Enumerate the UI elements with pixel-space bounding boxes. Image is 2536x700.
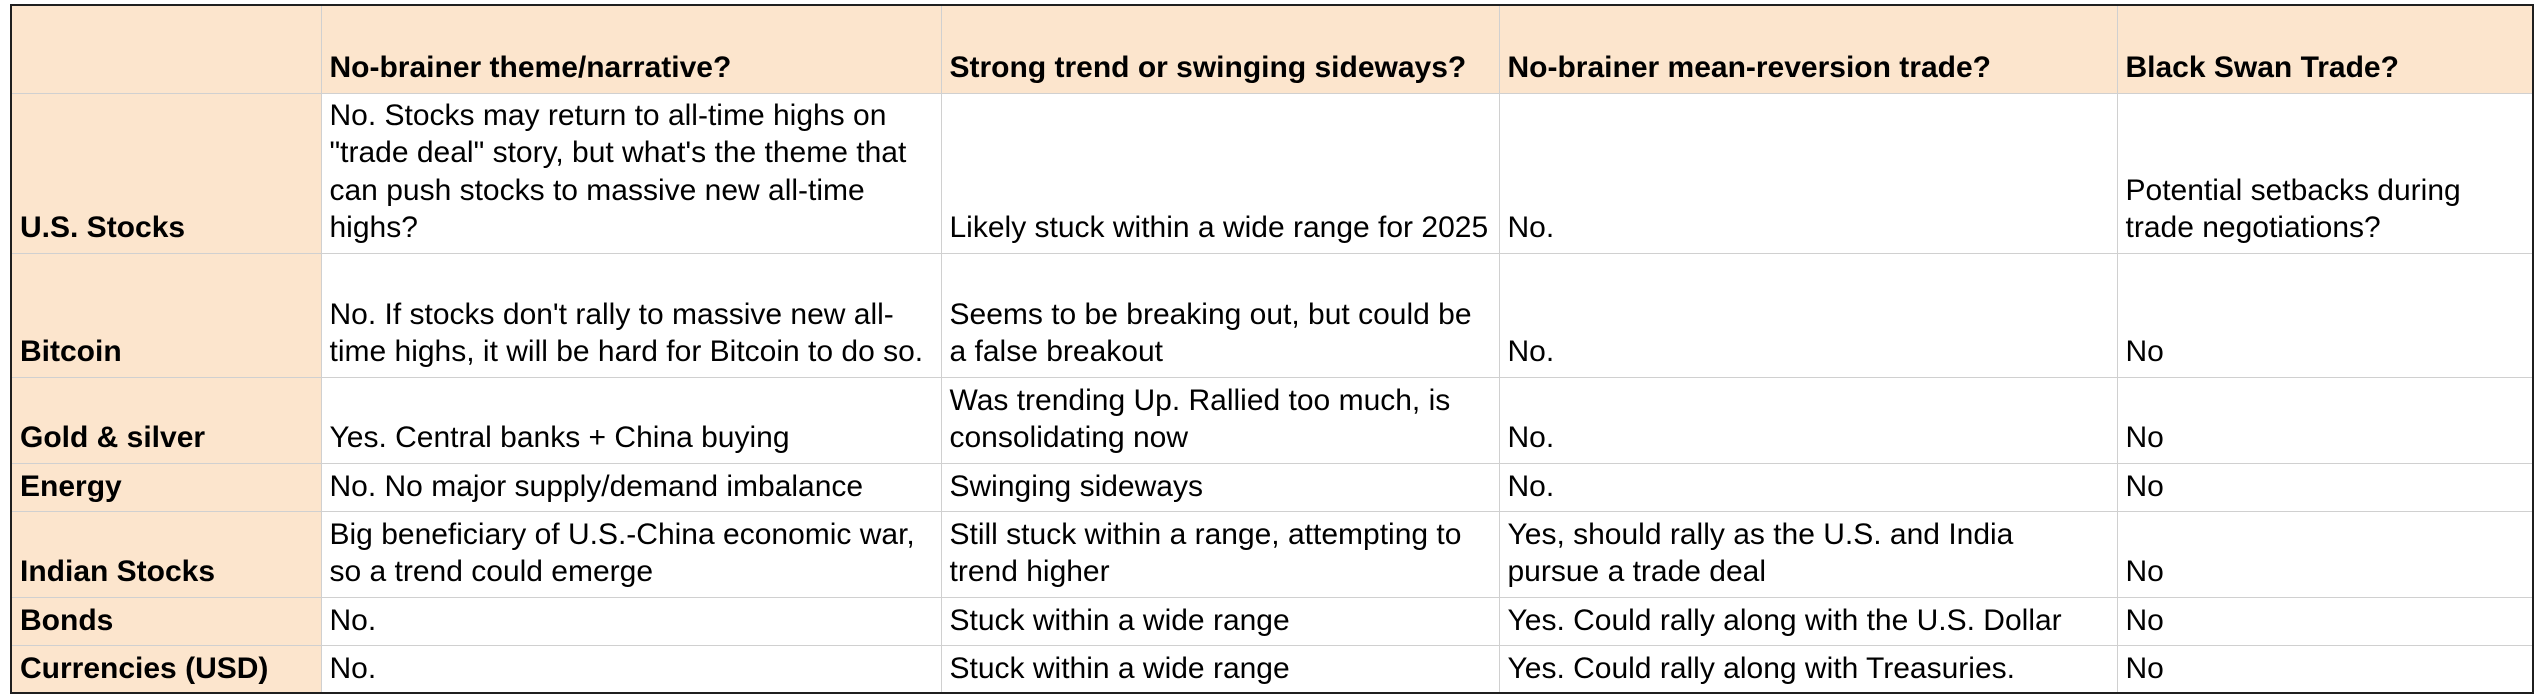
table-cell[interactable]: Potential setbacks during trade negotiat… — [2116, 92, 2534, 254]
table-cell[interactable]: Still stuck within a range, attempting t… — [940, 510, 1500, 598]
table-row: Energy No. No major supply/demand imbala… — [10, 462, 2534, 512]
table-row: Bonds No. Stuck within a wide range Yes.… — [10, 596, 2534, 646]
table-row: Bitcoin No. If stocks don't rally to mas… — [10, 252, 2534, 378]
market-outlook-table: No-brainer theme/narrative? Strong trend… — [10, 4, 2534, 694]
table-cell[interactable]: Yes. Could rally along with Treasuries. — [1498, 644, 2118, 694]
table-row: U.S. Stocks No. Stocks may return to all… — [10, 92, 2534, 254]
table-cell[interactable]: Stuck within a wide range — [940, 644, 1500, 694]
row-label-currencies-usd[interactable]: Currencies (USD) — [10, 644, 322, 694]
header-row: No-brainer theme/narrative? Strong trend… — [10, 4, 2534, 94]
row-label-indian-stocks[interactable]: Indian Stocks — [10, 510, 322, 598]
table-cell[interactable]: Yes. Central banks + China buying — [320, 376, 942, 464]
table-cell[interactable]: No. — [1498, 252, 2118, 378]
table-cell[interactable]: No — [2116, 644, 2534, 694]
table-cell[interactable]: No — [2116, 462, 2534, 512]
row-label-us-stocks[interactable]: U.S. Stocks — [10, 92, 322, 254]
table-cell[interactable]: No. If stocks don't rally to massive new… — [320, 252, 942, 378]
table-cell[interactable]: No. Stocks may return to all-time highs … — [320, 92, 942, 254]
table-cell[interactable]: Likely stuck within a wide range for 202… — [940, 92, 1500, 254]
table-row: Currencies (USD) No. Stuck within a wide… — [10, 644, 2534, 694]
table-row: Gold & silver Yes. Central banks + China… — [10, 376, 2534, 464]
table-cell[interactable]: No. — [1498, 92, 2118, 254]
table-cell[interactable]: No — [2116, 376, 2534, 464]
table-cell[interactable]: Seems to be breaking out, but could be a… — [940, 252, 1500, 378]
table-cell[interactable]: No — [2116, 596, 2534, 646]
table-cell[interactable]: Big beneficiary of U.S.-China economic w… — [320, 510, 942, 598]
row-label-bonds[interactable]: Bonds — [10, 596, 322, 646]
table-row: Indian Stocks Big beneficiary of U.S.-Ch… — [10, 510, 2534, 598]
table-cell[interactable]: Yes. Could rally along with the U.S. Dol… — [1498, 596, 2118, 646]
row-label-bitcoin[interactable]: Bitcoin — [10, 252, 322, 378]
table-cell[interactable]: No. — [320, 596, 942, 646]
table-cell[interactable]: No. No major supply/demand imbalance — [320, 462, 942, 512]
header-cell-corner[interactable] — [10, 4, 322, 94]
header-cell-theme-narrative[interactable]: No-brainer theme/narrative? — [320, 4, 942, 94]
table-cell[interactable]: No — [2116, 510, 2534, 598]
table-cell[interactable]: No. — [320, 644, 942, 694]
row-label-energy[interactable]: Energy — [10, 462, 322, 512]
table-cell[interactable]: Was trending Up. Rallied too much, is co… — [940, 376, 1500, 464]
table-cell[interactable]: Swinging sideways — [940, 462, 1500, 512]
table-cell[interactable]: No. — [1498, 376, 2118, 464]
table-cell[interactable]: No — [2116, 252, 2534, 378]
header-cell-black-swan[interactable]: Black Swan Trade? — [2116, 4, 2534, 94]
table-cell[interactable]: Yes, should rally as the U.S. and India … — [1498, 510, 2118, 598]
table-cell[interactable]: Stuck within a wide range — [940, 596, 1500, 646]
header-cell-mean-reversion[interactable]: No-brainer mean-reversion trade? — [1498, 4, 2118, 94]
table-cell[interactable]: No. — [1498, 462, 2118, 512]
row-label-gold-silver[interactable]: Gold & silver — [10, 376, 322, 464]
header-cell-trend[interactable]: Strong trend or swinging sideways? — [940, 4, 1500, 94]
